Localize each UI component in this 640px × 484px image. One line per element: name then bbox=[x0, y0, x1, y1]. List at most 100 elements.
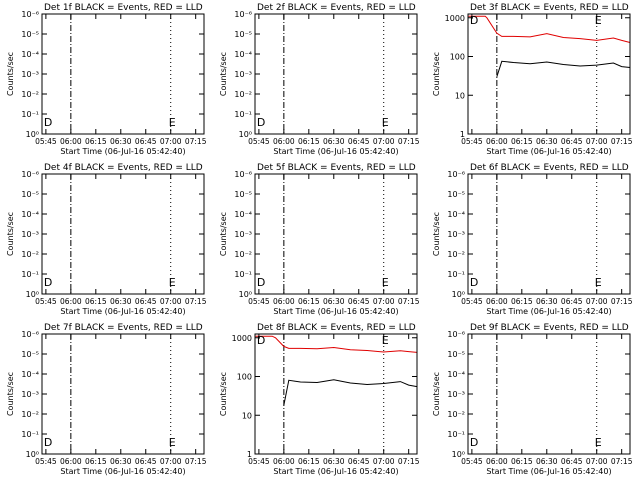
event-label-e: E bbox=[169, 116, 176, 129]
y-tick-label: 10⁻³ bbox=[21, 230, 39, 239]
y-tick-label: 10⁰ bbox=[452, 290, 465, 299]
y-tick-label: 10⁻⁴ bbox=[447, 370, 465, 379]
y-tick-label: 10⁻³ bbox=[234, 230, 252, 239]
y-axis-label: Counts/sec bbox=[219, 212, 228, 256]
event-label-d: D bbox=[44, 116, 52, 129]
event-label-e: E bbox=[169, 436, 176, 449]
x-tick-label: 06:45 bbox=[561, 457, 583, 466]
x-tick-label: 06:00 bbox=[273, 457, 295, 466]
y-tick-label: 10⁻⁵ bbox=[21, 350, 39, 359]
x-tick-label: 06:00 bbox=[486, 137, 508, 146]
y-tick-label: 10⁻¹ bbox=[447, 430, 465, 439]
event-label-e: E bbox=[382, 116, 389, 129]
x-tick-label: 07:00 bbox=[586, 137, 608, 146]
y-tick-label: 10 bbox=[242, 411, 252, 420]
x-axis-label: Start Time (06-Jul-16 05:42:40) bbox=[273, 307, 398, 316]
y-tick-label: 10⁰ bbox=[26, 450, 39, 459]
chart-title: Det 1f BLACK = Events, RED = LLD bbox=[44, 3, 203, 13]
x-axis-label: Start Time (06-Jul-16 05:42:40) bbox=[60, 467, 185, 476]
chart-title: Det 9f BLACK = Events, RED = LLD bbox=[470, 323, 629, 333]
y-tick-label: 10⁻² bbox=[21, 250, 39, 259]
plot-frame bbox=[254, 333, 418, 455]
y-tick-label: 1000 bbox=[232, 334, 252, 343]
x-tick-label: 06:15 bbox=[298, 297, 320, 306]
y-axis-label: Counts/sec bbox=[432, 212, 441, 256]
y-tick-label: 10⁻⁶ bbox=[447, 170, 465, 179]
x-tick-label: 07:15 bbox=[398, 137, 420, 146]
y-tick-label: 10⁻⁴ bbox=[234, 210, 252, 219]
x-tick-label: 06:45 bbox=[348, 297, 370, 306]
x-axis-label: Start Time (06-Jul-16 05:42:40) bbox=[273, 467, 398, 476]
y-tick-label: 10⁻⁴ bbox=[21, 50, 39, 59]
y-tick-label: 1 bbox=[460, 130, 465, 139]
y-tick-label: 10⁻² bbox=[447, 250, 465, 259]
y-axis-label: Counts/sec bbox=[6, 372, 15, 416]
chart-panel-8: Det 8f BLACK = Events, RED = LLD 1 10 100 10… bbox=[219, 323, 420, 476]
y-tick-label: 10⁻⁶ bbox=[234, 170, 252, 179]
events-series-line bbox=[496, 60, 631, 77]
y-tick-label: 100 bbox=[450, 53, 465, 62]
y-tick-label: 10⁰ bbox=[239, 130, 252, 139]
chart-title: Det 3f BLACK = Events, RED = LLD bbox=[470, 3, 629, 13]
x-tick-label: 06:45 bbox=[561, 297, 583, 306]
y-tick-label: 10⁰ bbox=[452, 450, 465, 459]
y-tick-label: 1 bbox=[247, 450, 252, 459]
y-tick-label: 10⁻⁴ bbox=[447, 210, 465, 219]
y-tick-label: 10⁻¹ bbox=[234, 110, 252, 119]
x-tick-label: 06:15 bbox=[85, 457, 107, 466]
y-tick-label: 10⁻² bbox=[234, 90, 252, 99]
x-tick-label: 07:15 bbox=[185, 457, 207, 466]
x-tick-label: 06:30 bbox=[110, 457, 132, 466]
x-tick-label: 06:30 bbox=[536, 297, 558, 306]
x-tick-label: 07:15 bbox=[185, 137, 207, 146]
x-tick-label: 06:00 bbox=[273, 137, 295, 146]
x-tick-label: 07:00 bbox=[160, 297, 182, 306]
y-tick-label: 10⁻¹ bbox=[21, 270, 39, 279]
plot-frame bbox=[467, 173, 631, 295]
x-tick-label: 07:15 bbox=[611, 297, 633, 306]
x-tick-label: 05:45 bbox=[461, 457, 483, 466]
events-series-line bbox=[283, 379, 418, 406]
y-tick-label: 10⁻⁶ bbox=[447, 330, 465, 339]
chart-panel-2: Det 2f BLACK = Events, RED = LLD 10⁰ 10⁻¹ 1… bbox=[219, 3, 420, 156]
y-tick-label: 10⁻⁴ bbox=[21, 370, 39, 379]
y-tick-label: 10⁰ bbox=[26, 130, 39, 139]
chart-title: Det 7f BLACK = Events, RED = LLD bbox=[44, 323, 203, 333]
y-tick-label: 10⁻¹ bbox=[234, 270, 252, 279]
plot-frame bbox=[41, 333, 205, 455]
x-tick-label: 06:30 bbox=[536, 457, 558, 466]
x-tick-label: 05:45 bbox=[248, 457, 270, 466]
x-tick-label: 06:15 bbox=[85, 297, 107, 306]
event-label-d: D bbox=[257, 276, 265, 289]
chart-panel-9: Det 9f BLACK = Events, RED = LLD 10⁰ 10⁻¹ 1… bbox=[432, 323, 633, 476]
y-tick-label: 10⁻⁶ bbox=[21, 330, 39, 339]
plot-frame bbox=[254, 173, 418, 295]
x-tick-label: 06:15 bbox=[85, 137, 107, 146]
event-label-d: D bbox=[44, 436, 52, 449]
y-tick-label: 10⁻² bbox=[21, 90, 39, 99]
x-tick-label: 06:15 bbox=[298, 457, 320, 466]
y-tick-label: 10⁻⁵ bbox=[234, 30, 252, 39]
event-label-e: E bbox=[169, 276, 176, 289]
x-tick-label: 06:30 bbox=[536, 137, 558, 146]
x-tick-label: 06:30 bbox=[110, 297, 132, 306]
x-tick-label: 06:15 bbox=[511, 137, 533, 146]
y-tick-label: 10 bbox=[455, 91, 465, 100]
y-tick-label: 10⁻² bbox=[21, 410, 39, 419]
x-tick-label: 07:00 bbox=[586, 457, 608, 466]
x-tick-label: 06:30 bbox=[323, 137, 345, 146]
x-axis-label: Start Time (06-Jul-16 05:42:40) bbox=[486, 147, 611, 156]
y-tick-label: 10⁻¹ bbox=[21, 430, 39, 439]
x-axis-label: Start Time (06-Jul-16 05:42:40) bbox=[273, 147, 398, 156]
x-tick-label: 06:00 bbox=[273, 297, 295, 306]
x-tick-label: 07:00 bbox=[586, 297, 608, 306]
x-tick-label: 06:00 bbox=[486, 457, 508, 466]
y-axis-label: Counts/sec bbox=[432, 52, 441, 96]
lld-series-line bbox=[468, 15, 631, 43]
x-tick-label: 06:00 bbox=[60, 137, 82, 146]
x-tick-label: 06:15 bbox=[511, 457, 533, 466]
plot-frame bbox=[467, 13, 631, 135]
event-label-d: D bbox=[470, 14, 478, 27]
x-tick-label: 06:45 bbox=[135, 457, 157, 466]
